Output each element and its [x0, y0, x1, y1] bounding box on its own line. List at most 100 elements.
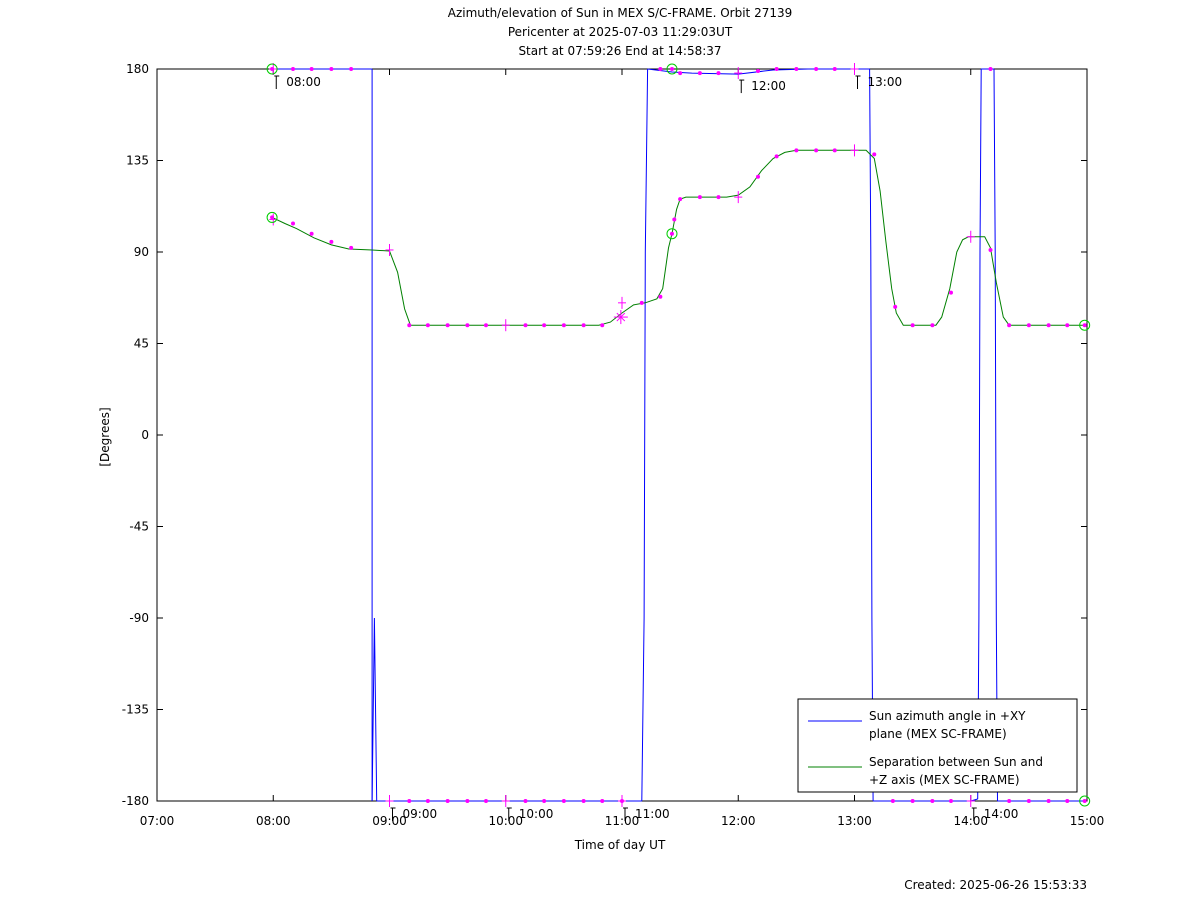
azimuth-series-line [641, 68, 649, 802]
sample-marker [893, 304, 898, 309]
sample-marker [483, 799, 488, 803]
sample-marker [1046, 323, 1051, 328]
separation-series-line [271, 149, 1085, 326]
start-end-marker [266, 211, 278, 223]
y-tick-label: -180 [122, 794, 149, 808]
sample-marker [542, 323, 547, 328]
sample-marker [658, 294, 663, 299]
start-end-marker [266, 63, 278, 75]
start-end-marker [666, 63, 678, 75]
y-tick-label: 135 [126, 154, 149, 168]
legend-label: Separation between Sun and [869, 755, 1043, 769]
sample-marker [1026, 323, 1031, 328]
sample-marker [910, 323, 915, 328]
legend-label: plane (MEX SC-FRAME) [869, 727, 1007, 741]
sample-marker [329, 67, 334, 71]
sample-marker [291, 67, 296, 71]
sample-marker [445, 323, 450, 328]
sample-marker [465, 799, 470, 803]
sample-marker [872, 152, 877, 157]
sample-marker [309, 231, 314, 236]
start-end-marker-dot [270, 215, 275, 220]
plot-frame [156, 68, 1088, 802]
y-tick-label: -45 [129, 520, 149, 534]
sample-marker [1046, 799, 1051, 803]
azimuth-series-line [977, 68, 982, 800]
title-line-1: Azimuth/elevation of Sun in MEX S/C-FRAM… [448, 6, 793, 20]
sample-marker [988, 67, 993, 71]
y-tick-label: -90 [129, 611, 149, 625]
start-end-marker [1079, 795, 1091, 807]
sample-marker [697, 195, 702, 200]
hour-annotation-label: 13:00 [868, 75, 903, 89]
sample-marker [309, 67, 314, 71]
y-tick-label: -135 [122, 703, 149, 717]
x-tick-label: 11:00 [605, 814, 640, 828]
sample-marker [910, 799, 915, 803]
sample-marker [697, 71, 702, 76]
sample-marker [600, 799, 605, 803]
hour-annotation-label: 11:00 [635, 807, 670, 821]
x-tick-label: 08:00 [256, 814, 291, 828]
title-line-2: Pericenter at 2025-07-03 11:29:03UT [508, 25, 733, 39]
sample-marker [756, 69, 761, 74]
sample-marker [774, 67, 779, 71]
start-end-marker [1079, 319, 1091, 331]
sample-marker [329, 239, 334, 244]
sample-marker [716, 195, 721, 200]
sample-marker [445, 799, 450, 803]
x-tick-label: 07:00 [140, 814, 175, 828]
sample-marker [832, 67, 837, 71]
sample-marker [600, 323, 605, 328]
sample-marker [1007, 323, 1012, 328]
sample-marker [523, 323, 528, 328]
sample-marker [890, 799, 895, 803]
sample-marker [678, 197, 683, 202]
y-tick-label: 90 [134, 245, 149, 259]
sample-marker [561, 799, 566, 803]
sample-marker [794, 67, 799, 71]
sample-marker [832, 148, 837, 153]
y-axis-label: [Degrees] [98, 407, 112, 466]
x-tick-label: 12:00 [721, 814, 756, 828]
chart-title: Azimuth/elevation of Sun in MEX S/C-FRAM… [448, 6, 793, 58]
sample-marker [407, 799, 412, 803]
sample-marker [291, 221, 296, 226]
sample-marker [542, 799, 547, 803]
sample-marker [561, 323, 566, 328]
hour-annotation-label: 12:00 [751, 79, 786, 93]
x-tick-label: 09:00 [372, 814, 407, 828]
azimuth-series-line [993, 68, 998, 802]
hour-annotation-label: 10:00 [519, 807, 554, 821]
legend: Sun azimuth angle in +XY plane (MEX SC-FR… [797, 698, 1078, 793]
y-tick-label: 180 [126, 62, 149, 76]
start-end-marker-dot [669, 231, 674, 236]
y-tick-label: 0 [141, 428, 149, 442]
sample-marker [774, 154, 779, 159]
sample-marker [814, 148, 819, 153]
azimuth-series-line [873, 798, 978, 802]
azimuth-series-line [869, 68, 874, 802]
x-tick-label: 14:00 [953, 814, 988, 828]
legend-label: Sun azimuth angle in +XY [869, 709, 1026, 723]
sample-marker [930, 323, 935, 328]
sample-marker [948, 290, 953, 295]
start-end-marker-dot [669, 67, 674, 71]
sample-marker [794, 148, 799, 153]
sample-marker [1026, 799, 1031, 803]
hour-annotation-label: 08:00 [286, 75, 321, 89]
start-end-marker [666, 228, 678, 240]
x-tick-label: 15:00 [1070, 814, 1105, 828]
azimuth-series-line [371, 617, 378, 802]
sample-marker [581, 323, 586, 328]
sample-marker [349, 67, 354, 71]
sample-marker [1065, 799, 1070, 803]
sample-marker [930, 799, 935, 803]
sample-marker [814, 67, 819, 71]
created-footer: Created: 2025-06-26 15:53:33 [904, 878, 1087, 892]
sample-marker [1065, 323, 1070, 328]
sample-marker [581, 799, 586, 803]
start-end-marker-dot [1082, 799, 1087, 803]
sample-marker [425, 799, 430, 803]
